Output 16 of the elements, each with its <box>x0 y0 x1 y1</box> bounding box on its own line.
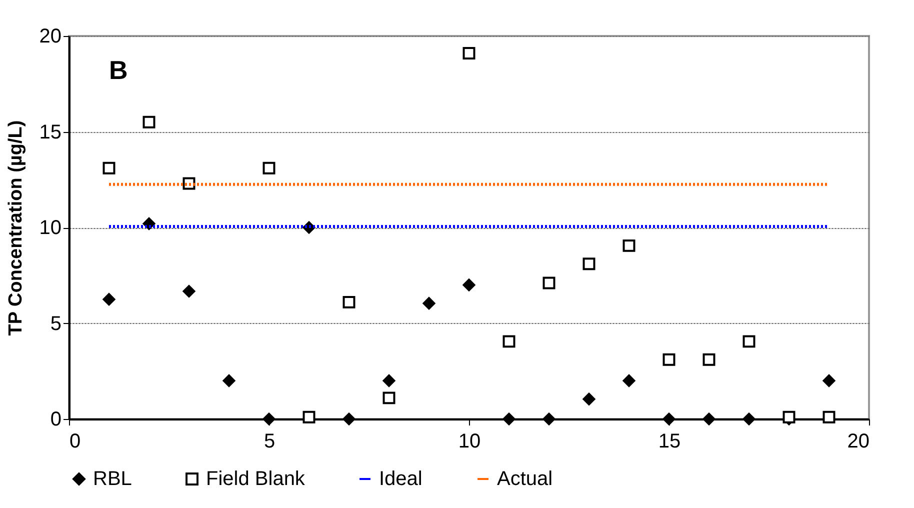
y-tick-label: 10 <box>39 217 62 239</box>
x-tick-label: 15 <box>658 430 681 452</box>
x-tick-label: 0 <box>70 430 81 452</box>
legend-label: Field Blank <box>206 468 306 490</box>
y-tick-label: 5 <box>50 312 62 335</box>
y-tick-label: 20 <box>39 26 62 48</box>
annotation: B <box>109 55 128 85</box>
legend-label: RBL <box>93 468 132 490</box>
x-tick-label: 10 <box>458 430 481 452</box>
legend-label: Actual <box>497 468 553 490</box>
legend-label: Ideal <box>379 468 422 490</box>
x-tick-label: 5 <box>264 430 276 452</box>
y-tick-label: 0 <box>50 408 62 430</box>
x-tick-label: 20 <box>847 430 870 452</box>
y-axis-title: TP Concentration (µg/L) <box>5 120 26 336</box>
y-tick-label: 15 <box>39 121 62 144</box>
